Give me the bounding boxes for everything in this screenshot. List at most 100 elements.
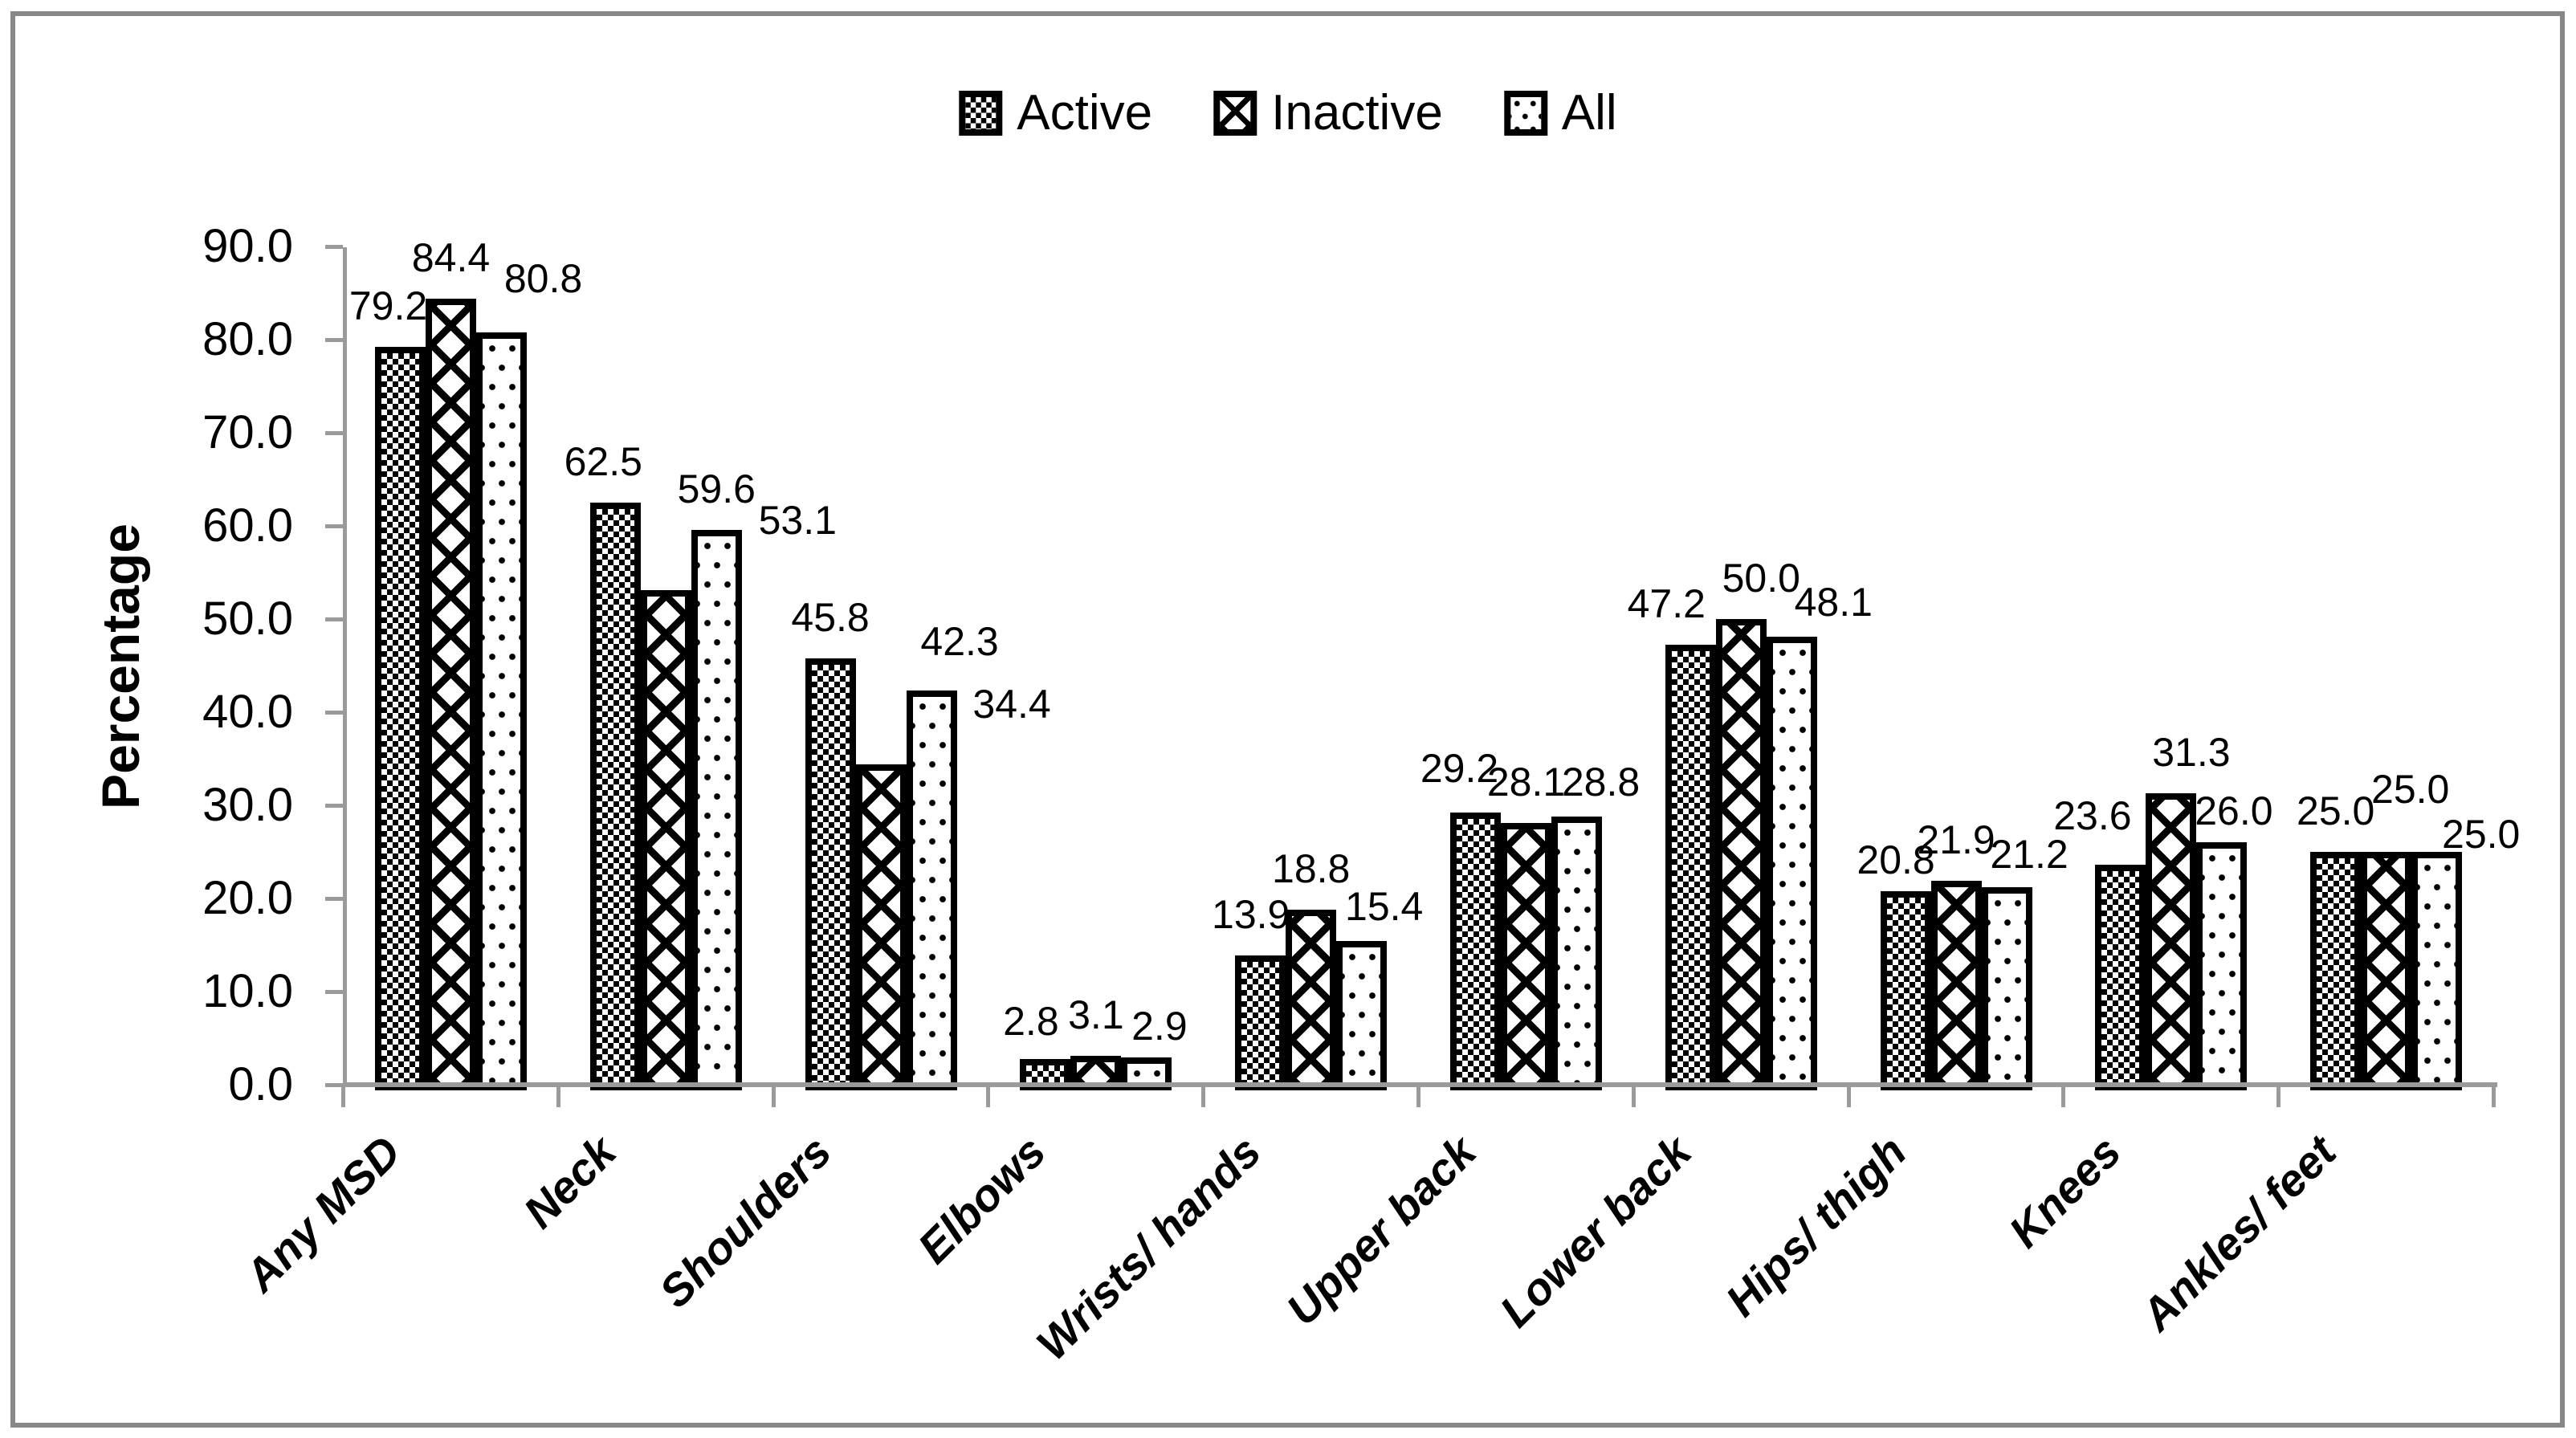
bar-all-lower-back <box>1766 637 1817 1090</box>
legend-marker-active-icon <box>959 91 1003 136</box>
value-label-inactive-upper-back: 28.1 <box>1486 760 1566 805</box>
bar-all-wrists-hands <box>1336 941 1388 1090</box>
x-tick-3 <box>986 1086 991 1107</box>
value-label-inactive-knees: 31.3 <box>2152 729 2231 775</box>
y-tick-80.0 <box>325 338 343 342</box>
y-tick-label-10.0: 10.0 <box>202 965 293 1017</box>
value-label-active-any-msd: 79.2 <box>348 283 428 329</box>
x-axis-line <box>343 1082 2497 1087</box>
value-label-all-neck: 59.6 <box>677 466 756 511</box>
value-label-active-upper-back: 29.2 <box>1420 746 1499 792</box>
y-tick-label-80.0: 80.0 <box>202 313 293 365</box>
value-label-all-hips-thigh: 21.2 <box>1990 832 2069 878</box>
value-label-active-lower-back: 47.2 <box>1627 581 1706 627</box>
x-tick-5 <box>1416 1086 1420 1107</box>
bar-all-neck <box>691 529 742 1090</box>
y-tick-label-50.0: 50.0 <box>202 593 293 645</box>
legend-item-inactive: Inactive <box>1213 88 1443 138</box>
y-tick-90.0 <box>325 245 343 249</box>
legend-label: Active <box>1017 85 1153 141</box>
value-label-inactive-neck: 53.1 <box>758 498 837 544</box>
bar-all-elbows <box>1121 1057 1172 1090</box>
value-label-all-any-msd: 80.8 <box>503 255 583 301</box>
y-tick-20.0 <box>325 897 343 901</box>
bar-all-knees <box>2196 842 2248 1090</box>
x-tick-8 <box>2061 1086 2066 1107</box>
x-tick-1 <box>556 1086 560 1107</box>
legend-item-all: All <box>1503 85 1617 141</box>
value-label-all-elbows: 2.9 <box>1131 1004 1188 1049</box>
bar-inactive-neck <box>640 590 691 1090</box>
x-tick-9 <box>2276 1086 2281 1107</box>
bar-all-hips-thigh <box>1981 887 2032 1090</box>
value-label-active-elbows: 2.8 <box>1003 998 1059 1044</box>
value-label-all-shoulders: 42.3 <box>920 619 999 665</box>
bar-active-neck <box>589 503 641 1090</box>
bar-inactive-wrists-hands <box>1286 909 1337 1090</box>
bar-inactive-ankles-feet <box>2361 852 2412 1090</box>
value-label-inactive-shoulders: 34.4 <box>972 681 1051 727</box>
y-tick-label-70.0: 70.0 <box>202 406 293 458</box>
value-label-active-neck: 62.5 <box>564 439 642 484</box>
bar-inactive-any-msd <box>426 298 476 1090</box>
x-tick-10 <box>2492 1086 2496 1107</box>
bar-all-any-msd <box>476 332 527 1090</box>
bar-active-lower-back <box>1665 645 1716 1090</box>
x-tick-4 <box>1201 1086 1206 1107</box>
bar-inactive-lower-back <box>1715 619 1767 1090</box>
y-tick-label-90.0: 90.0 <box>202 220 293 272</box>
legend: Active Inactive All <box>959 85 1617 141</box>
legend-marker-all-icon <box>1503 91 1547 136</box>
value-label-all-knees: 26.0 <box>2195 788 2273 834</box>
value-label-all-upper-back: 28.8 <box>1561 759 1641 805</box>
y-tick-label-60.0: 60.0 <box>202 499 293 552</box>
y-tick-70.0 <box>325 431 343 435</box>
y-tick-30.0 <box>325 804 343 808</box>
legend-item-active: Active <box>959 88 1152 138</box>
value-label-inactive-any-msd: 84.4 <box>411 234 491 280</box>
bar-inactive-knees <box>2146 792 2197 1090</box>
value-label-inactive-elbows: 3.1 <box>1068 992 1124 1038</box>
value-label-active-hips-thigh: 20.8 <box>1857 837 1935 882</box>
legend-label: All <box>1561 85 1617 141</box>
y-tick-60.0 <box>325 524 343 528</box>
y-tick-0.0 <box>325 1083 343 1087</box>
bar-active-knees <box>2095 865 2146 1090</box>
legend-marker-inactive-icon <box>1213 91 1257 136</box>
bar-active-hips-thigh <box>1880 890 1931 1090</box>
bar-all-ankles-feet <box>2411 852 2463 1090</box>
bar-inactive-upper-back <box>1501 823 1551 1090</box>
x-tick-2 <box>771 1086 776 1107</box>
value-label-inactive-wrists-hands: 18.8 <box>1272 845 1351 891</box>
y-tick-10.0 <box>325 990 343 994</box>
value-label-inactive-hips-thigh: 21.9 <box>1917 817 1995 862</box>
value-label-all-wrists-hands: 15.4 <box>1345 884 1424 930</box>
bar-all-upper-back <box>1551 816 1602 1090</box>
bar-active-shoulders <box>805 658 856 1090</box>
value-label-active-knees: 23.6 <box>2053 793 2132 839</box>
value-label-all-lower-back: 48.1 <box>1794 580 1873 625</box>
y-tick-label-40.0: 40.0 <box>202 686 293 738</box>
x-tick-7 <box>1846 1086 1851 1107</box>
y-tick-label-30.0: 30.0 <box>202 779 293 831</box>
x-tick-0 <box>341 1086 345 1107</box>
bar-active-wrists-hands <box>1235 955 1286 1090</box>
bar-active-upper-back <box>1450 813 1501 1090</box>
y-axis-line <box>343 247 347 1087</box>
value-label-active-ankles-feet: 25.0 <box>2297 788 2375 833</box>
y-tick-label-0.0: 0.0 <box>228 1058 293 1110</box>
value-label-inactive-lower-back: 50.0 <box>1722 556 1800 601</box>
value-label-active-wrists-hands: 13.9 <box>1212 891 1290 937</box>
legend-label: Inactive <box>1271 85 1443 141</box>
y-tick-label-20.0: 20.0 <box>202 872 293 924</box>
value-label-all-ankles-feet: 25.0 <box>2442 812 2521 857</box>
bar-active-ankles-feet <box>2310 852 2362 1090</box>
bar-active-any-msd <box>375 347 426 1090</box>
bar-inactive-hips-thigh <box>1930 880 1982 1090</box>
y-tick-50.0 <box>325 617 343 621</box>
value-label-active-shoulders: 45.8 <box>791 594 870 640</box>
y-tick-40.0 <box>325 711 343 715</box>
x-tick-6 <box>1631 1086 1636 1107</box>
value-label-inactive-ankles-feet: 25.0 <box>2371 767 2450 812</box>
